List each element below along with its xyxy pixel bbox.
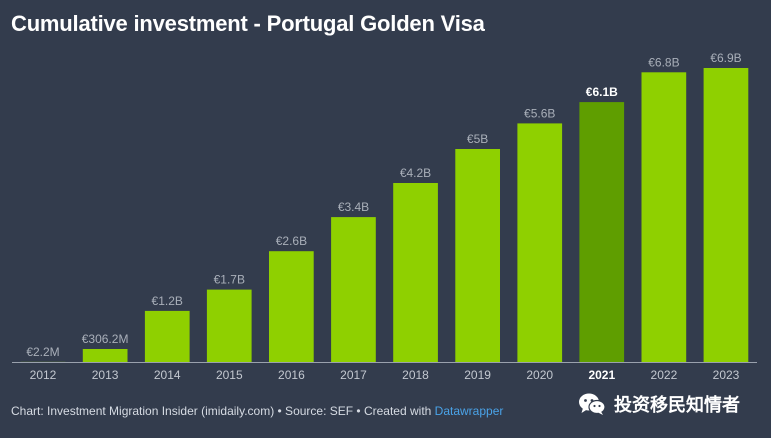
x-tick-label-2015: 2015: [216, 368, 243, 382]
wechat-watermark: 投资移民知情者: [578, 391, 740, 417]
value-label-2012: €2.2M: [26, 345, 59, 359]
x-tick-label-2022: 2022: [651, 368, 678, 382]
bar-2022: [641, 72, 687, 363]
value-label-2019: €5B: [467, 132, 488, 146]
x-tick-label-2020: 2020: [526, 368, 553, 382]
bar-2018: [393, 183, 438, 362]
wechat-icon: [579, 393, 606, 415]
datawrapper-link[interactable]: Datawrapper: [434, 404, 504, 418]
bar-2021: [579, 102, 625, 362]
x-tick-label-2023: 2023: [713, 368, 740, 382]
value-label-2023: €6.9B: [710, 51, 741, 65]
x-tick-label-2012: 2012: [30, 368, 57, 382]
value-label-2022: €6.8B: [648, 55, 679, 69]
value-label-2018: €4.2B: [400, 166, 431, 180]
chart-footer: Chart: Investment Migration Insider (imi…: [11, 404, 503, 418]
x-tick-label-2017: 2017: [340, 368, 367, 382]
bar-2014: [144, 310, 190, 362]
value-label-2021: €6.1B: [586, 85, 618, 99]
value-label-2014: €1.2B: [152, 294, 183, 308]
x-tick-label-2018: 2018: [402, 368, 429, 382]
x-tick-label-2021: 2021: [588, 368, 615, 382]
value-label-2015: €1.7B: [214, 273, 245, 287]
chart-title: Cumulative investment - Portugal Golden …: [11, 11, 485, 36]
bar-2023: [703, 68, 749, 362]
bar-2013: [82, 349, 128, 362]
footer-credit: Chart: Investment Migration Insider (imi…: [11, 404, 435, 418]
bar-2020: [517, 123, 563, 363]
value-label-2016: €2.6B: [276, 234, 307, 248]
x-tick-label-2016: 2016: [278, 368, 305, 382]
value-label-2013: €306.2M: [82, 332, 129, 346]
x-tick-label-2019: 2019: [464, 368, 491, 382]
value-label-2017: €3.4B: [338, 200, 369, 214]
value-label-2020: €5.6B: [524, 106, 555, 120]
watermark-text: 投资移民知情者: [614, 395, 740, 416]
bar-2017: [331, 217, 376, 362]
bar-2015: [206, 289, 252, 362]
x-tick-label-2014: 2014: [154, 368, 181, 382]
bar-2016: [269, 251, 314, 362]
bar-2019: [455, 149, 500, 362]
x-tick-label-2013: 2013: [92, 368, 119, 382]
